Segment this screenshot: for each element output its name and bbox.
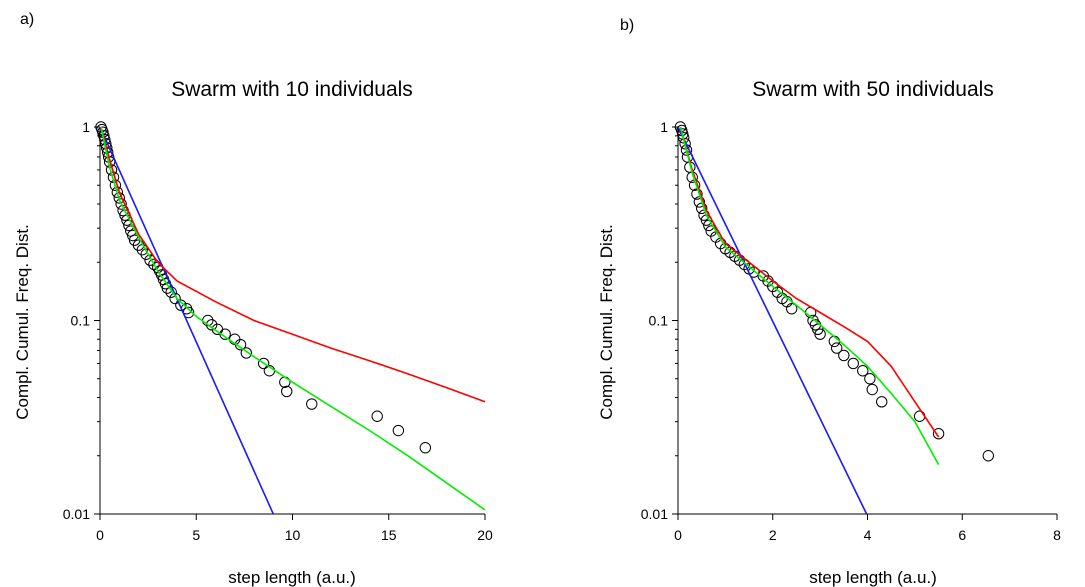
chart-a-ylabel: Compl. Cumul. Freq. Dist. bbox=[13, 224, 32, 420]
panel-label-b: b) bbox=[620, 17, 634, 34]
chart-b-data-point bbox=[982, 450, 995, 462]
chart-a-data-point bbox=[240, 347, 253, 359]
chart-b-xlabel: step length (a.u.) bbox=[809, 568, 937, 587]
chart-a-xtick-label: 0 bbox=[96, 527, 104, 543]
chart-b-data-point bbox=[864, 373, 876, 385]
chart-b-data-point bbox=[693, 196, 706, 208]
chart-b-ytick-label: 1 bbox=[660, 119, 668, 135]
chart-b-data-point bbox=[876, 396, 888, 408]
chart-b-data-point bbox=[857, 365, 869, 377]
chart-a-xlabel: step length (a.u.) bbox=[228, 568, 356, 587]
chart-a-data-point bbox=[281, 385, 293, 398]
chart-b-xtick-label: 6 bbox=[958, 527, 966, 543]
chart-a-xtick-label: 10 bbox=[285, 527, 301, 543]
chart-b-xtick-label: 8 bbox=[1053, 527, 1061, 543]
chart-b-ylabel: Compl. Cumul. Freq. Dist. bbox=[597, 224, 616, 420]
chart-b-ytick-label: 0.1 bbox=[649, 313, 669, 329]
chart-b-xtick-label: 4 bbox=[864, 527, 872, 543]
chart-b-data-point bbox=[786, 303, 798, 315]
chart-a-data-point bbox=[279, 376, 291, 388]
chart-b-xtick-label: 0 bbox=[674, 527, 682, 543]
chart-a-ytick-label: 0.01 bbox=[63, 506, 90, 522]
chart-b-data-point bbox=[932, 428, 945, 440]
chart-a: Swarm with 10 individuals step length (a… bbox=[13, 78, 493, 587]
chart-b-data-point bbox=[847, 357, 859, 370]
chart-a-fit-line-3 bbox=[100, 126, 486, 511]
chart-a-data-point bbox=[419, 442, 432, 454]
chart-b-title: Swarm with 50 individuals bbox=[752, 78, 994, 101]
chart-a-ytick-label: 0.1 bbox=[71, 313, 91, 329]
chart-a-title: Swarm with 10 individuals bbox=[171, 78, 413, 101]
chart-b-data-point bbox=[814, 328, 826, 340]
chart-a-fit-line-2 bbox=[100, 126, 486, 403]
chart-b-data-point bbox=[913, 410, 926, 422]
chart-a-xtick-label: 20 bbox=[477, 527, 493, 543]
chart-a-data-point bbox=[257, 357, 270, 370]
chart-a-data-point bbox=[144, 254, 156, 266]
chart-a-data-point bbox=[175, 299, 187, 311]
chart-a-data-point bbox=[115, 198, 127, 210]
chart-a-xtick-label: 5 bbox=[192, 527, 200, 543]
chart-b-data-point bbox=[831, 342, 843, 354]
chart-a-xtick-label: 15 bbox=[381, 527, 397, 543]
chart-a-data-point bbox=[371, 410, 383, 422]
chart-a-ytick-label: 1 bbox=[82, 119, 90, 135]
chart-b-data-point bbox=[838, 349, 850, 362]
chart-a-data-point bbox=[205, 319, 218, 331]
chart-b: Swarm with 50 individuals step length (a… bbox=[597, 78, 1061, 587]
chart-b-fit-line-1 bbox=[677, 126, 868, 514]
chart-a-data-point bbox=[306, 398, 318, 410]
chart-a-data-point bbox=[392, 424, 405, 437]
chart-b-fit-line-3 bbox=[679, 126, 940, 465]
chart-b-data-point bbox=[866, 383, 878, 396]
chart-b-ytick-label: 0.01 bbox=[641, 506, 668, 522]
panel-label-a: a) bbox=[20, 11, 34, 28]
chart-a-fit-line-1 bbox=[99, 126, 275, 514]
chart-b-fit-line-2 bbox=[679, 126, 940, 438]
chart-b-data-point bbox=[679, 137, 691, 150]
chart-b-xtick-label: 2 bbox=[769, 527, 777, 543]
